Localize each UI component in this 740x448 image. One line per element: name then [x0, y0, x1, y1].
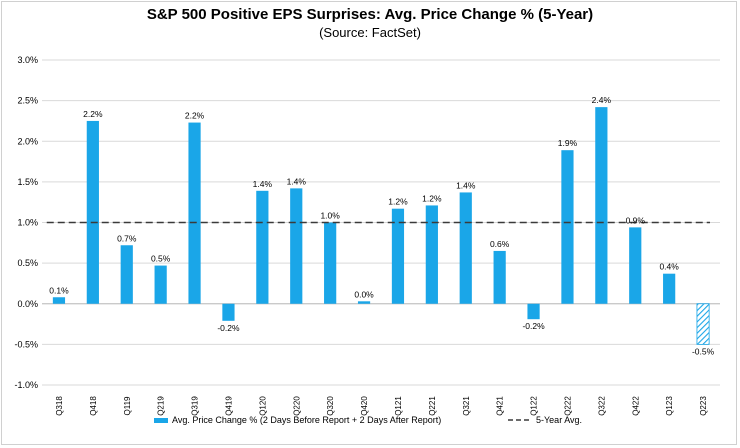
x-tick-label: Q418: [89, 396, 98, 416]
bar-q122: [527, 303, 540, 320]
legend-label-bar: Avg. Price Change % (2 Days Before Repor…: [172, 415, 441, 425]
bar-q421: [493, 250, 506, 304]
y-tick-label: 2.0%: [17, 136, 38, 146]
data-label-q321: 1.4%: [456, 180, 476, 190]
data-label-q123: 0.4%: [659, 262, 679, 272]
data-label-q318: 0.1%: [49, 285, 69, 295]
bar-q322: [595, 107, 608, 304]
x-tick-label: Q318: [55, 396, 64, 416]
bar-q120: [256, 190, 269, 304]
data-labels: 0.1% 2.2% 0.7% 0.5% 2.2% -0.2% 1.4% 1.4% 1.0% 0.0…: [49, 95, 714, 356]
x-tick-label: Q219: [157, 396, 166, 416]
data-label-q422: 0.9%: [626, 215, 646, 225]
x-tick-label: Q419: [224, 396, 233, 416]
legend-label-line: 5-Year Avg.: [536, 415, 582, 425]
x-tick-label: Q123: [665, 396, 674, 416]
y-tick-label: -1.0%: [14, 380, 38, 390]
bar-q221: [425, 205, 438, 304]
y-tick-label: 0.0%: [17, 299, 38, 309]
x-tick-label: Q122: [530, 396, 539, 416]
bar-q219: [154, 265, 167, 304]
data-label-q320: 1.0%: [320, 211, 340, 221]
x-tick-label: Q119: [123, 396, 132, 416]
x-tick-label: Q422: [631, 396, 640, 416]
x-tick-label: Q421: [496, 396, 505, 416]
bar-q419: [222, 303, 235, 321]
y-tick-label: 2.5%: [17, 96, 38, 106]
data-label-q222: 1.9%: [558, 138, 578, 148]
bar-q119: [120, 245, 133, 304]
bar-q420: [357, 301, 371, 304]
x-tick-label: Q420: [360, 396, 369, 416]
data-label-q220: 1.4%: [287, 176, 307, 186]
y-axis: 3.0% 2.5% 2.0% 1.5% 1.0% 0.5% 0.0% -0.5% -1.0%: [14, 55, 38, 390]
y-tick-label: 1.5%: [17, 177, 38, 187]
data-label-q319: 2.2%: [185, 111, 205, 121]
chart-subtitle: (Source: FactSet): [319, 25, 421, 40]
data-label-q221: 1.2%: [422, 193, 442, 203]
data-label-q322: 2.4%: [592, 95, 612, 105]
x-tick-label: Q321: [462, 396, 471, 416]
x-tick-label: Q120: [258, 396, 267, 416]
x-tick-label: Q320: [326, 396, 335, 416]
bar-q320: [324, 222, 337, 304]
x-tick-label: Q322: [597, 396, 606, 416]
bar-q321: [459, 192, 472, 304]
x-tick-label: Q222: [563, 396, 572, 416]
data-label-q121: 1.2%: [388, 197, 408, 207]
legend: Avg. Price Change % (2 Days Before Repor…: [154, 415, 582, 425]
data-label-q421: 0.6%: [490, 239, 510, 249]
x-axis: Q318 Q418 Q119 Q219 Q319 Q419 Q120 Q220 Q320 Q420…: [55, 396, 708, 416]
y-tick-label: 3.0%: [17, 55, 38, 65]
data-label-q223: -0.5%: [692, 346, 715, 356]
data-label-q420: 0.0%: [354, 289, 374, 299]
bar-q319: [188, 122, 201, 304]
data-label-q122: -0.2%: [522, 321, 545, 331]
bar-q223: [696, 303, 710, 345]
y-tick-label: 1.0%: [17, 218, 38, 228]
y-tick-label: -0.5%: [14, 339, 38, 349]
legend-swatch-bar: [154, 418, 168, 423]
bar-q220: [290, 188, 303, 304]
data-label-q419: -0.2%: [217, 323, 240, 333]
data-label-q418: 2.2%: [83, 109, 103, 119]
bars: [52, 107, 710, 345]
bar-q418: [86, 120, 99, 304]
x-tick-label: Q223: [699, 396, 708, 416]
bar-q422: [629, 227, 642, 304]
bar-q318: [52, 297, 66, 304]
x-tick-label: Q221: [428, 396, 437, 416]
data-label-q219: 0.5%: [151, 254, 171, 264]
x-tick-label: Q319: [191, 396, 200, 416]
bar-q222: [561, 150, 574, 304]
data-label-q119: 0.7%: [117, 233, 137, 243]
y-tick-label: 0.5%: [17, 258, 38, 268]
data-label-q120: 1.4%: [253, 179, 273, 189]
x-tick-label: Q121: [394, 396, 403, 416]
x-tick-label: Q220: [292, 396, 301, 416]
chart-title: S&P 500 Positive EPS Surprises: Avg. Pri…: [146, 6, 594, 23]
bar-q123: [663, 273, 676, 304]
bar-q121: [391, 208, 405, 304]
